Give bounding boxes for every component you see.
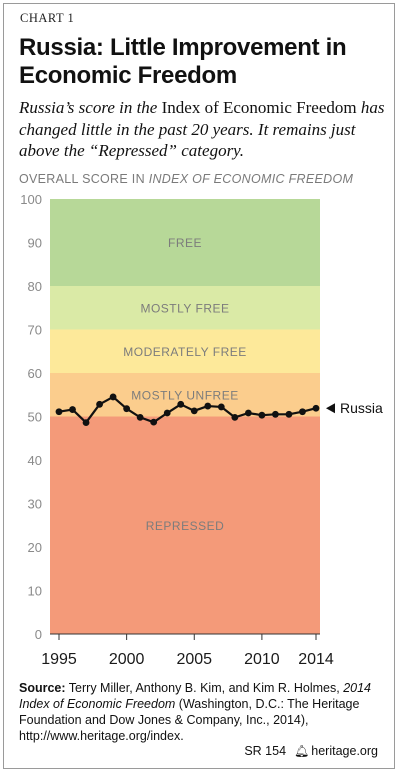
category-bands: FREE MOSTLY FREE MODERATELY FREE MOSTLY UNF… — [50, 199, 320, 634]
legend-pointer-icon — [326, 403, 335, 414]
band-label-mostly-unfree: MOSTLY UNFREE — [131, 388, 238, 402]
band-mostly-free — [50, 286, 320, 330]
band-label-moderately-free: MODERATELY FREE — [123, 345, 247, 359]
series-russia: Russia — [55, 393, 383, 426]
y-axis-caption: OVERALL SCORE IN INDEX OF ECONOMIC FREED… — [19, 172, 354, 186]
data-point — [163, 409, 171, 417]
bell-logo-icon: 🔔︎ — [294, 744, 310, 758]
data-point — [69, 406, 76, 413]
data-point — [312, 404, 320, 412]
y-tick-label: 0 — [35, 627, 42, 642]
band-label-repressed: REPRESSED — [146, 519, 225, 533]
x-axis-ticks: 1995 2000 2005 2010 2014 — [41, 633, 334, 668]
series-label: Russia — [340, 400, 383, 416]
y-tick-label: 60 — [28, 366, 42, 381]
chart-label: CHART 1 — [20, 11, 75, 25]
data-point — [217, 403, 225, 411]
data-point — [190, 407, 198, 415]
data-point — [299, 408, 306, 416]
y-tick-label: 100 — [20, 192, 42, 207]
data-point — [123, 405, 131, 413]
y-tick-label: 30 — [28, 497, 42, 512]
data-point — [285, 410, 293, 418]
band-label-mostly-free: MOSTLY FREE — [140, 301, 229, 315]
y-tick-label: 90 — [28, 236, 42, 251]
data-point — [136, 413, 144, 421]
x-tick-label: 2014 — [298, 651, 334, 668]
band-moderately-free — [50, 329, 320, 373]
y-axis-ticks: 0 10 20 30 40 50 60 70 80 90 100 — [20, 192, 42, 642]
x-tick-label: 1995 — [41, 651, 77, 668]
y-tick-label: 20 — [28, 540, 42, 555]
data-point — [55, 408, 63, 416]
y-tick-label: 70 — [28, 323, 42, 338]
site-name: heritage.org — [311, 744, 378, 758]
x-tick-label: 2005 — [176, 651, 212, 668]
x-tick-label: 2000 — [109, 651, 145, 668]
data-point — [204, 402, 212, 410]
data-point — [150, 418, 158, 426]
x-tick-label: 2010 — [244, 651, 280, 668]
data-point — [109, 393, 117, 401]
data-point — [82, 419, 90, 426]
source-note: Source: Terry Miller, Anthony B. Kim, an… — [19, 681, 371, 743]
data-point — [231, 413, 239, 421]
y-tick-label: 10 — [28, 584, 42, 599]
band-repressed — [50, 416, 320, 634]
y-tick-label: 80 — [28, 279, 42, 294]
chart-title: Russia: Little Improvement in Economic F… — [19, 34, 347, 89]
footer: SR 154 🔔︎ heritage.org — [244, 744, 378, 758]
data-point — [258, 411, 266, 419]
report-number: SR 154 — [244, 744, 287, 758]
data-point — [96, 400, 103, 408]
data-point — [244, 409, 252, 417]
band-free — [50, 199, 320, 286]
y-tick-label: 50 — [28, 410, 42, 425]
band-label-free: FREE — [168, 236, 202, 250]
y-tick-label: 40 — [28, 453, 42, 468]
chart-subtitle: Russia’s score in the Index of Economic … — [19, 98, 385, 160]
data-point — [272, 410, 279, 418]
chart-frame — [3, 3, 395, 769]
data-point — [177, 400, 185, 408]
